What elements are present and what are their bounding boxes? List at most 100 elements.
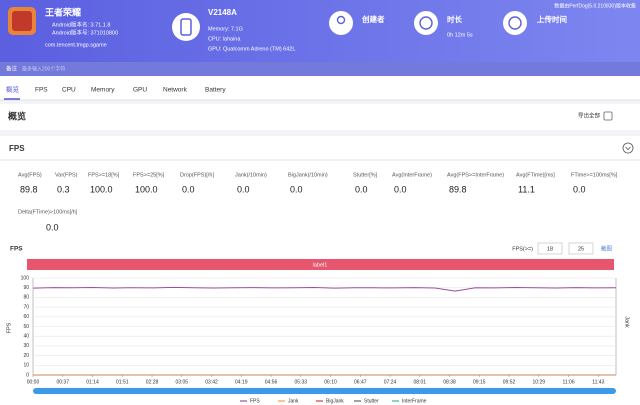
legend-label[interactable]: Jank [288,398,299,404]
legend-label[interactable]: InterFrame [402,398,427,404]
export-all[interactable]: 导出全部 [578,111,601,119]
tab[interactable]: FPS [35,87,48,94]
x-tick-label: 04:19 [235,379,248,385]
app-name: 王者荣耀 [45,6,81,17]
overview-title: 概览 [8,110,26,121]
stat-value: 0.0 [46,222,59,232]
stat-value: 0.0 [182,184,195,194]
stat-value: 100.0 [135,184,158,194]
device-glyph [180,18,192,36]
y-tick-label: 100 [21,275,30,281]
tab[interactable]: CPU [62,87,76,94]
overview-card [0,104,640,130]
threshold-input[interactable] [568,242,594,255]
duration-glyph [419,16,433,30]
stat-label: Avg(FPS) [18,172,42,178]
y-tick-label: 0 [26,372,29,378]
creator-label: 创建者 [361,14,385,24]
threshold-value[interactable]: 18 [547,246,553,252]
stat-label: BigJank(/10min) [288,172,328,178]
version-name: Android版本名: 3.71.1.8 [52,20,110,28]
legend-label[interactable]: BigJank [326,398,344,404]
note-label: 备注 [6,64,18,72]
y-tick-label: 90 [23,285,29,291]
stat-value: 11.1 [518,184,535,194]
x-tick-label: 09:52 [503,379,516,385]
fps-title: FPS [9,144,25,153]
note-input[interactable]: 最多输入200个字符 [22,65,65,72]
threshold-value[interactable]: 25 [578,246,584,252]
stat-label: Avg(FTime)[ms] [516,172,555,178]
collapse-glyph[interactable] [625,146,631,151]
y-tick-label: 30 [23,343,29,349]
gpu: GPU: Qualcomm Adreno (TM) 642L [208,46,295,52]
label-band [27,259,614,270]
version-code: Android版本号: 371010800 [52,28,118,36]
export-icon[interactable] [603,111,613,121]
stat-value: 0.0 [237,184,250,194]
x-tick-label: 09:15 [473,379,486,385]
stat-value: 100.0 [90,184,113,194]
stat-value: 0.0 [573,184,586,194]
collapse-icon[interactable] [622,142,634,154]
stat-label: Stutter[%] [353,172,378,178]
x-tick-label: 00:00 [27,379,40,385]
y-axis-label: FPS [6,322,12,333]
x-tick-label: 00:37 [56,379,69,385]
upload-label: 上传时间 [537,14,567,24]
fps-card [0,136,640,405]
chart-title: FPS [10,246,23,253]
x-tick-label: 07:24 [384,379,397,385]
y-tick-label: 40 [23,334,29,340]
x-tick-label: 04:56 [265,379,278,385]
x-tick-label: 11:06 [562,379,574,385]
tab[interactable]: Network [163,87,188,94]
x-tick-label: 06:10 [324,379,337,385]
source: 数据由PerfDog(5.0.210830)版本收集 [554,2,636,9]
x-tick-label: 02:28 [146,379,159,385]
x-tick-label: 01:51 [116,379,129,385]
threshold-label: FPS(>=) [512,246,533,252]
creator-glyph [336,15,346,25]
threshold-input[interactable] [537,242,563,255]
y-tick-label: 10 [23,363,29,369]
y-tick-label: 80 [23,295,29,301]
scrollbar[interactable] [33,388,616,394]
y-tick-label: 60 [23,314,29,320]
upload-icon [503,11,527,35]
y-tick-label: 20 [23,353,29,359]
x-tick-label: 01:14 [86,379,99,385]
stat-label: Avg(InterFrame) [392,172,432,178]
band-label: label1 [313,262,328,268]
tab[interactable]: Memory [91,87,115,94]
x-tick-label: 03:42 [205,379,218,385]
stat-value: 0.0 [290,184,303,194]
legend-label[interactable]: Stutter [364,398,379,404]
header-bg [0,0,640,62]
stat-label: FPS>=18[%] [88,172,120,178]
tab[interactable]: GPU [133,87,147,94]
stat-value: 89.8 [20,184,38,194]
duration-icon [414,11,438,35]
legend-label[interactable]: FPS [250,398,260,404]
tab[interactable]: 概览 [6,85,20,94]
device-icon [172,13,200,41]
stat-label: Var(FPS) [55,172,78,178]
stat-value: 89.8 [449,184,467,194]
package: com.tencent.tmgp.sgame [45,42,107,48]
x-tick-label: 10:29 [533,379,546,385]
stat-label: FPS>=25[%] [133,172,165,178]
x-tick-label: 08:01 [414,379,427,385]
screenshot-button[interactable]: 截图 [601,244,613,252]
stat-label: FTime>=100ms[%] [571,172,618,178]
stat-value: 0.0 [355,184,368,194]
device: V2148A [208,8,237,17]
cpu: CPU: lahaina [208,36,241,42]
note-bar [0,62,640,76]
stat-value: 0.0 [394,184,407,194]
x-tick-label: 05:33 [295,379,308,385]
tab[interactable]: Battery [205,87,226,94]
stat-label: Drop(FPS)[/h] [180,172,214,178]
app-icon-inner [12,11,32,31]
